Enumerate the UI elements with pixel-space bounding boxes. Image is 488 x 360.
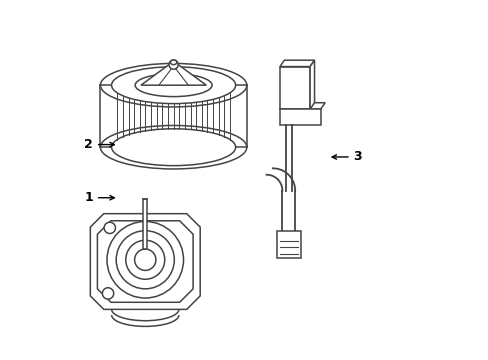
Polygon shape (279, 60, 314, 67)
Ellipse shape (100, 126, 246, 169)
Polygon shape (279, 103, 325, 109)
Polygon shape (279, 109, 320, 125)
Ellipse shape (100, 63, 246, 107)
Circle shape (104, 222, 115, 234)
Circle shape (134, 249, 156, 270)
Circle shape (116, 231, 174, 289)
Ellipse shape (135, 74, 212, 96)
Text: 3: 3 (331, 150, 362, 163)
Polygon shape (90, 214, 200, 309)
Text: 1: 1 (84, 191, 114, 204)
Polygon shape (279, 67, 309, 109)
Ellipse shape (111, 67, 235, 104)
Polygon shape (141, 64, 206, 85)
Circle shape (125, 240, 164, 279)
Polygon shape (97, 221, 193, 302)
Ellipse shape (170, 60, 177, 64)
Polygon shape (309, 60, 314, 109)
Ellipse shape (111, 129, 235, 166)
FancyBboxPatch shape (277, 231, 300, 258)
Circle shape (102, 288, 114, 299)
Circle shape (107, 221, 183, 298)
Ellipse shape (169, 60, 178, 69)
FancyBboxPatch shape (143, 199, 147, 249)
Text: 2: 2 (84, 138, 114, 151)
